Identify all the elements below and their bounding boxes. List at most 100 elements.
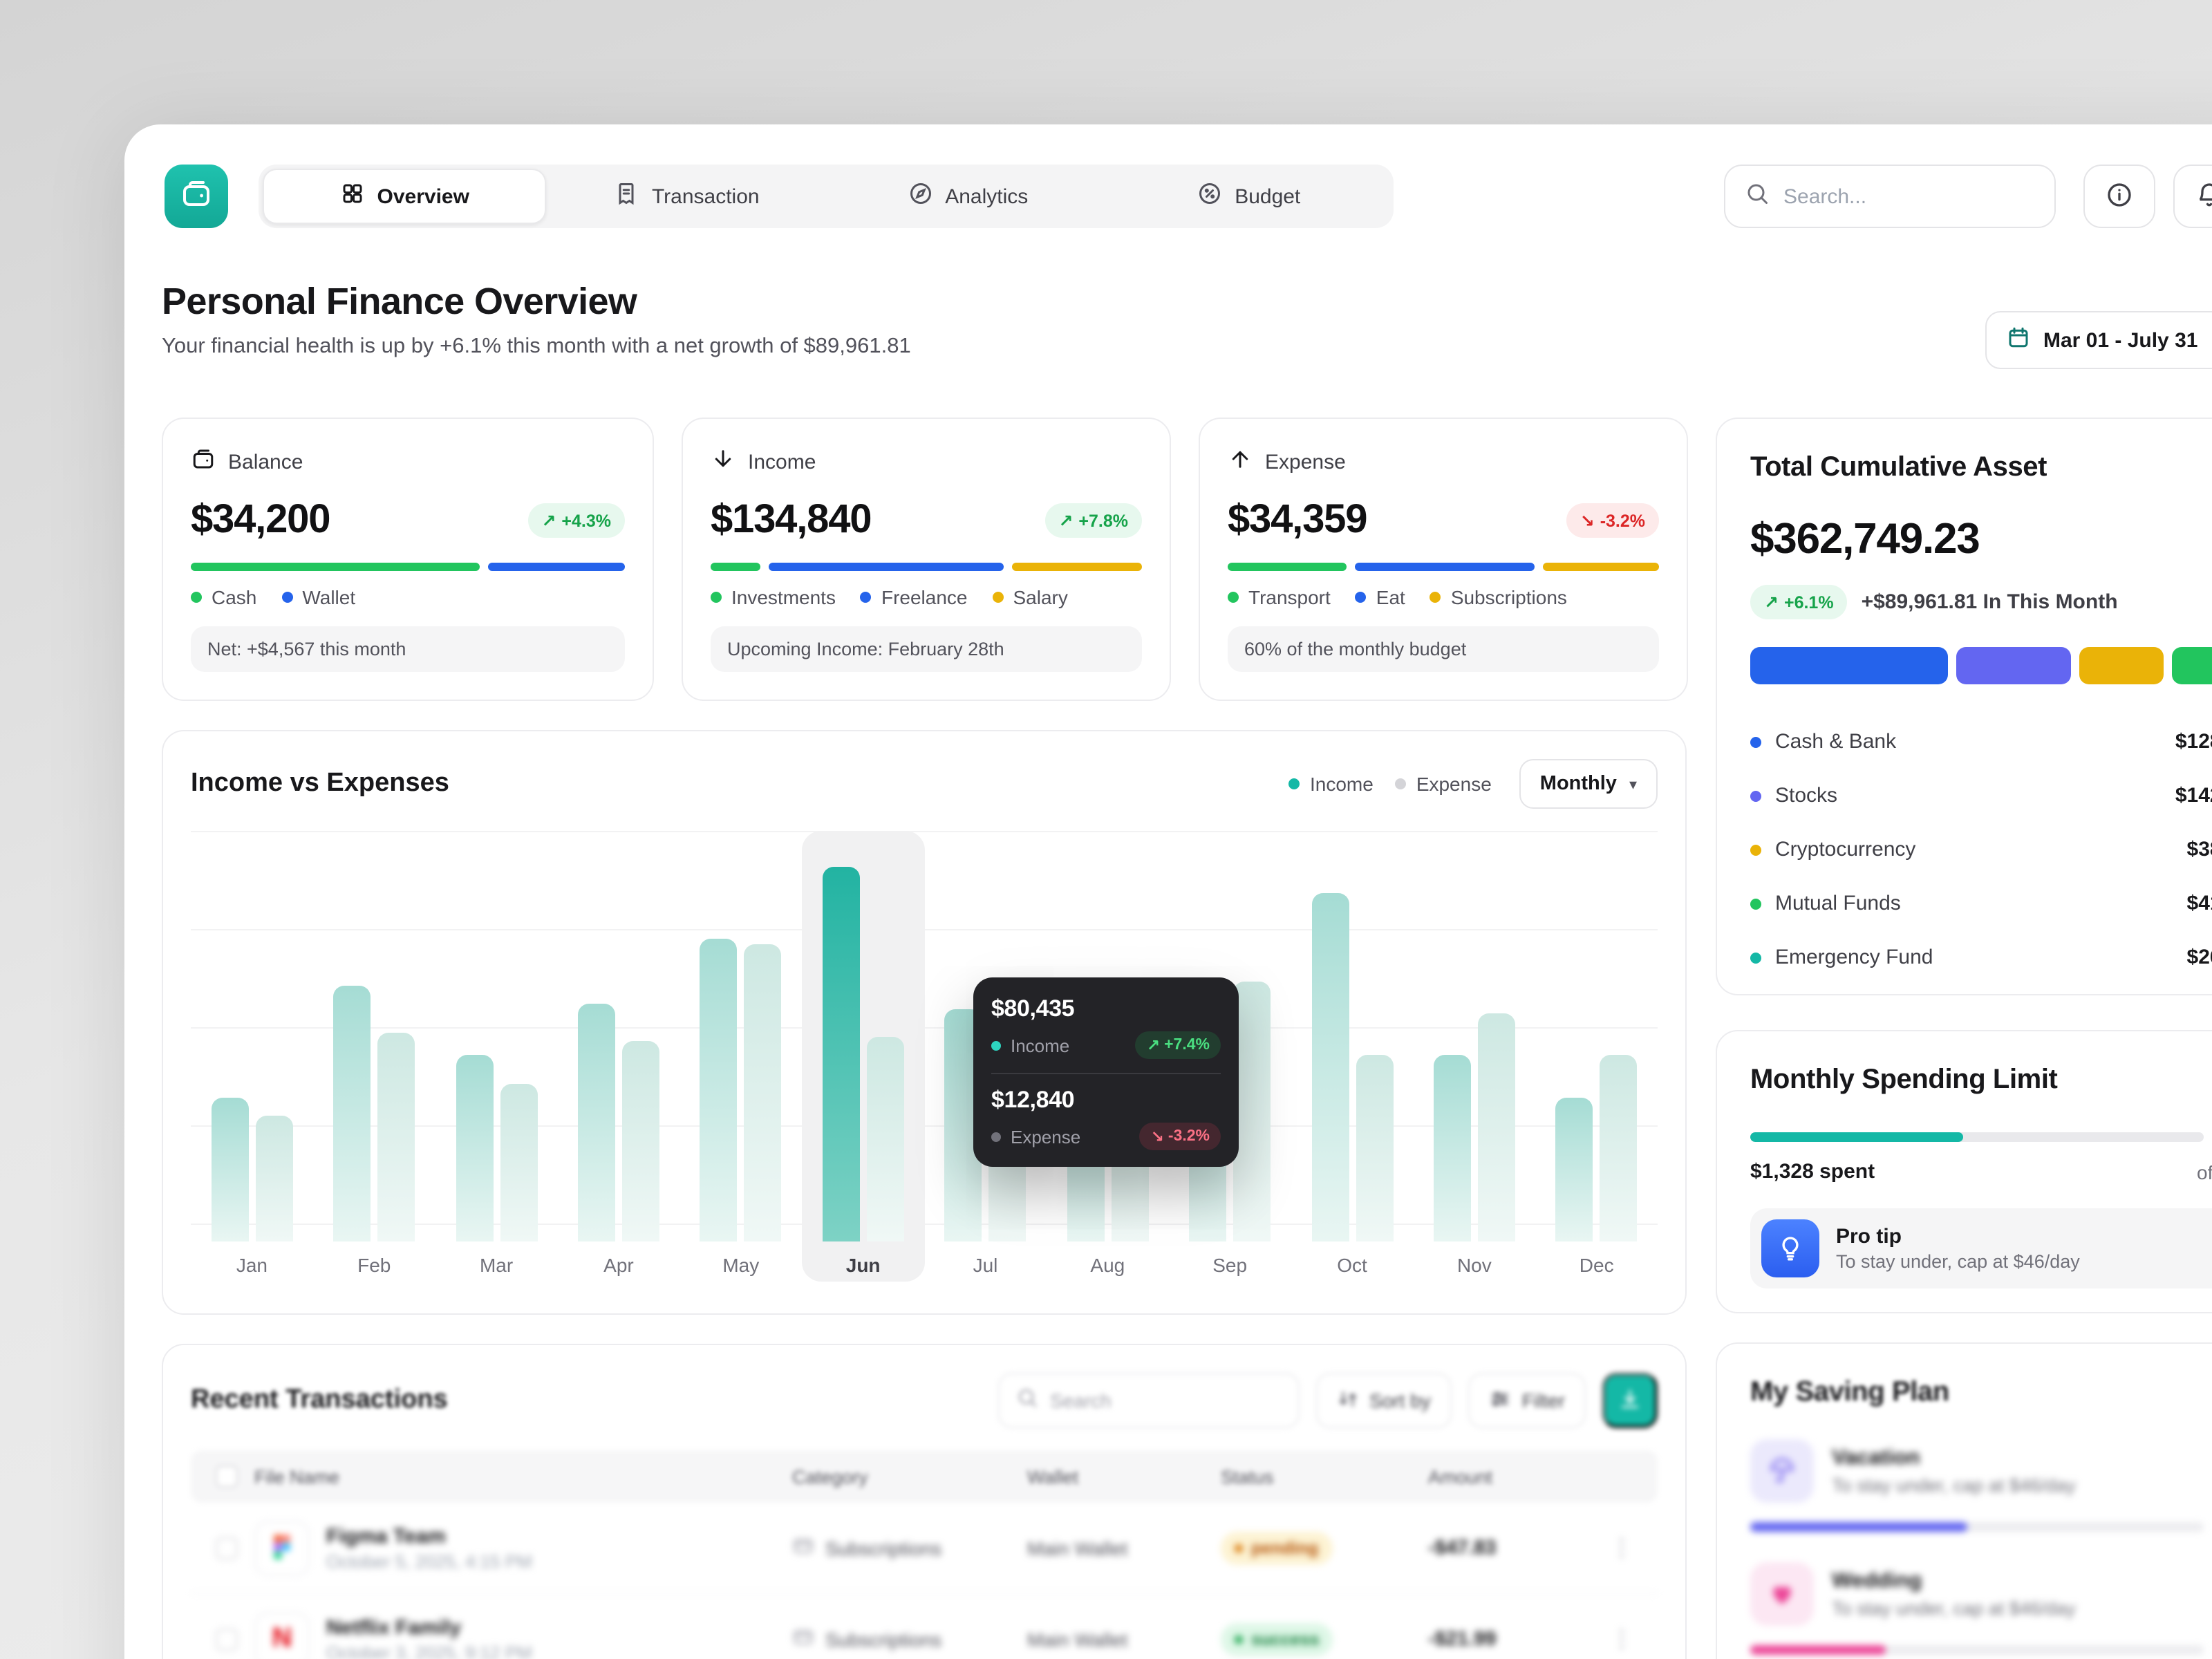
expense-bar[interactable] <box>1233 982 1271 1241</box>
transaction-category: Subscriptions <box>825 1628 942 1650</box>
asset-item-amount: $38,200 <box>2186 838 2212 861</box>
plan-name: Wedding <box>1832 1569 1922 1593</box>
chart-month-group[interactable]: Oct <box>1291 831 1414 1282</box>
allocation-segment <box>1750 647 1949 684</box>
transactions-search-input[interactable] <box>1050 1389 1272 1412</box>
row-menu-button[interactable]: ⋮ <box>1610 1534 1633 1560</box>
income-bar[interactable] <box>822 867 860 1241</box>
tooltip-expense-badge: ↘ -3.2% <box>1139 1123 1221 1150</box>
asset-item: Cash & Bank $128,400 <box>1750 715 2212 769</box>
stat-label: Expense <box>1265 451 1346 474</box>
row-checkbox[interactable] <box>216 1628 238 1650</box>
month-label: Sep <box>1212 1254 1248 1276</box>
asset-item-label: Cash & Bank <box>1775 730 1897 753</box>
transaction-amount: -$21.99 <box>1428 1628 1497 1650</box>
status-badge: success <box>1221 1622 1333 1656</box>
figma-logo-icon <box>254 1520 310 1575</box>
saving-plan-card: My Saving Plan Vacation To stay under, c… <box>1716 1342 2212 1659</box>
legend-dot <box>992 592 1004 603</box>
legend-dot <box>711 592 722 603</box>
sort-icon <box>1336 1387 1358 1414</box>
filter-button[interactable]: Filter <box>1468 1373 1586 1428</box>
income-bar[interactable] <box>333 986 371 1241</box>
saving-plan-item[interactable]: Vacation To stay under, cap at $46/day <box>1750 1439 2212 1503</box>
stat-legend: Investments Freelance Salary <box>711 586 1142 608</box>
transactions-title: Recent Transactions <box>191 1385 448 1414</box>
export-button[interactable] <box>1602 1373 1658 1428</box>
arrow-up-icon <box>1228 447 1253 478</box>
date-range-label: Mar 01 - July 31 <box>2043 328 2198 352</box>
month-bars <box>333 846 415 1241</box>
trend-up-icon: ↗ <box>1764 593 1779 612</box>
tab-overview[interactable]: Overview <box>263 169 547 224</box>
chart-month-group[interactable]: Nov <box>1413 831 1535 1282</box>
chart-month-group[interactable]: Jun <box>802 831 925 1282</box>
legend-label: Investments <box>731 586 836 608</box>
expense-bar[interactable] <box>500 1084 538 1241</box>
tab-budget[interactable]: Budget <box>1109 169 1390 224</box>
table-row[interactable]: Figma Team October 5, 2025, 4:15 PM Subs… <box>191 1503 1658 1594</box>
month-label: Feb <box>357 1254 391 1276</box>
app-logo[interactable] <box>165 165 228 228</box>
row-checkbox[interactable] <box>216 1537 238 1559</box>
expense-bar[interactable] <box>744 944 782 1241</box>
grid-icon <box>340 181 365 212</box>
expense-bar[interactable] <box>377 1033 415 1241</box>
income-bar[interactable] <box>1433 1055 1471 1241</box>
info-button[interactable] <box>2083 165 2155 228</box>
legend-dot <box>1750 790 1761 801</box>
info-icon <box>2106 180 2133 212</box>
expense-bar[interactable] <box>255 1116 293 1241</box>
chart-month-group[interactable]: Mar <box>435 831 558 1282</box>
stat-card-income: Income $134,840 ↗ +7.8% Investments Freel… <box>682 418 1171 701</box>
month-bars <box>822 846 904 1241</box>
chart-month-group[interactable]: May <box>679 831 802 1282</box>
expense-bar[interactable] <box>866 1037 904 1241</box>
stat-label: Income <box>748 451 816 474</box>
stat-value: $34,359 <box>1228 498 1367 542</box>
chart-month-group[interactable]: Jan <box>191 831 313 1282</box>
asset-allocation-bar <box>1750 647 2212 684</box>
chart-month-group[interactable]: Apr <box>558 831 680 1282</box>
income-bar[interactable] <box>577 1004 615 1241</box>
expense-bar[interactable] <box>1477 1013 1515 1241</box>
chart-month-group[interactable]: Feb <box>313 831 435 1282</box>
chart-month-group[interactable]: Dec <box>1535 831 1658 1282</box>
row-menu-button[interactable]: ⋮ <box>1610 1625 1633 1651</box>
search-input[interactable] <box>1783 185 2018 208</box>
select-all-checkbox[interactable] <box>216 1465 238 1488</box>
compass-icon <box>908 181 932 212</box>
month-label: Aug <box>1090 1254 1125 1276</box>
income-bar[interactable] <box>456 1055 494 1241</box>
sort-button[interactable]: Sort by <box>1315 1373 1452 1428</box>
col-category: Category <box>792 1466 868 1487</box>
income-bar[interactable] <box>700 939 738 1241</box>
legend-dot <box>1750 952 1761 963</box>
legend-dot <box>1430 592 1441 603</box>
tab-transaction[interactable]: Transaction <box>547 169 828 224</box>
expense-bar[interactable] <box>1356 1055 1393 1241</box>
table-row[interactable]: N Netflix Family October 3, 2025, 9:12 P… <box>191 1594 1658 1659</box>
receipt-icon <box>615 181 639 212</box>
allocation-bar <box>711 563 1142 571</box>
income-bar[interactable] <box>1555 1098 1593 1241</box>
date-range-picker[interactable]: Mar 01 - July 31 <box>1985 311 2212 369</box>
tab-analytics[interactable]: Analytics <box>827 169 1109 224</box>
status-badge: pending <box>1221 1531 1333 1564</box>
top-bar: Overview Transaction Analytics Budget <box>124 165 2212 228</box>
income-bar[interactable] <box>211 1098 249 1241</box>
legend-label: Income <box>1309 773 1374 795</box>
search-icon <box>1745 180 1770 212</box>
expense-bar[interactable] <box>621 1041 659 1241</box>
asset-item: Stocks $142,500 <box>1750 769 2212 823</box>
period-select[interactable]: Monthly ▾ <box>1519 759 1658 809</box>
saving-plan-item[interactable]: Wedding To stay under, cap at $46/day <box>1750 1562 2212 1626</box>
stat-value: $134,840 <box>711 498 872 542</box>
plan-progress-fill <box>1750 1522 1968 1532</box>
legend-label: Salary <box>1013 586 1068 608</box>
income-bar[interactable] <box>1311 893 1349 1241</box>
transaction-category: Subscriptions <box>825 1537 942 1559</box>
expense-bar[interactable] <box>1600 1055 1638 1241</box>
notifications-button[interactable] <box>2173 165 2212 228</box>
